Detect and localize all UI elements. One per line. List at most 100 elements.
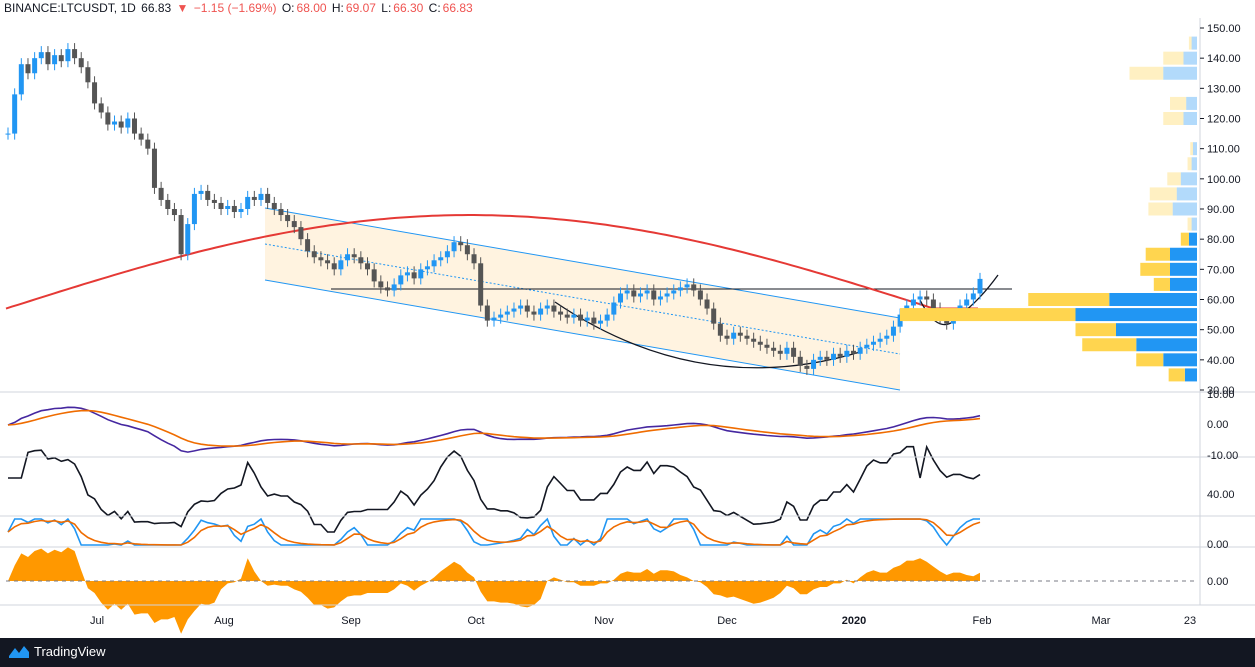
price-tick-label: 60.00 xyxy=(1207,295,1235,307)
candle xyxy=(551,299,557,318)
candle xyxy=(458,236,464,252)
axes: 150.00 140.00 130.00 120.00 110.00 100.00 90.0… xyxy=(0,18,1255,627)
candle-body xyxy=(178,215,184,255)
candle xyxy=(624,284,630,300)
price-tick-label: 90.00 xyxy=(1207,204,1235,216)
rsi-line xyxy=(8,444,981,533)
candle-body xyxy=(404,272,410,276)
volume-profile-down-bar xyxy=(1170,96,1187,110)
candle xyxy=(378,275,384,294)
candle xyxy=(757,335,763,351)
candle xyxy=(657,290,663,306)
macd-pane[interactable] xyxy=(7,406,981,453)
volume-profile-down-bar xyxy=(1149,187,1177,201)
close-label: C: xyxy=(428,1,441,15)
candle xyxy=(391,278,397,297)
candle xyxy=(751,332,757,348)
candle xyxy=(118,115,124,134)
candle xyxy=(178,209,184,261)
price-pane[interactable] xyxy=(5,36,1198,391)
candle xyxy=(112,115,118,131)
open-value: 68.00 xyxy=(296,1,327,15)
candle-body xyxy=(964,299,970,306)
candle xyxy=(744,329,750,345)
candle-body xyxy=(857,347,863,354)
candle-body xyxy=(305,239,311,252)
candle-body xyxy=(558,311,564,315)
volume-profile-down-bar xyxy=(1167,172,1181,186)
candle xyxy=(737,326,743,342)
candle xyxy=(38,46,44,65)
price-chart[interactable]: 150.00 140.00 130.00 120.00 110.00 100.00 90.0… xyxy=(0,0,1255,638)
candle-body xyxy=(18,64,24,95)
candle-body xyxy=(711,308,717,324)
candle xyxy=(764,338,770,354)
volume-profile-down-bar xyxy=(1075,323,1116,337)
candle-body xyxy=(211,199,217,203)
volume-profile-down-bar xyxy=(1187,217,1192,231)
macd-tick-label: 0.00 xyxy=(1207,419,1228,431)
candle xyxy=(697,284,703,306)
candle xyxy=(431,254,437,273)
momentum-area xyxy=(8,547,980,634)
candle-body xyxy=(491,317,497,321)
candle-body xyxy=(564,314,570,318)
candle xyxy=(884,329,890,345)
candle xyxy=(125,112,131,134)
volume-profile-down-bar xyxy=(1163,112,1184,125)
candle xyxy=(571,308,577,324)
candle xyxy=(205,184,211,206)
candle-body xyxy=(384,287,390,291)
candle xyxy=(917,290,923,306)
candle xyxy=(478,257,484,312)
candle xyxy=(811,353,817,375)
candle xyxy=(518,299,524,315)
candle xyxy=(544,299,550,315)
candle-body xyxy=(58,55,64,62)
candle xyxy=(831,347,837,366)
channel-lower-line xyxy=(264,279,901,391)
candle-body xyxy=(92,82,98,104)
symbol-label[interactable]: BINANCE:LTCUSDT, 1D xyxy=(4,1,136,15)
candle xyxy=(817,350,823,366)
candle-body xyxy=(85,67,91,83)
candle-body xyxy=(278,209,284,216)
candle xyxy=(771,341,777,357)
candle xyxy=(877,332,883,348)
rsi-pane[interactable] xyxy=(8,444,981,533)
candle-body xyxy=(784,347,790,354)
momentum-pane[interactable] xyxy=(6,547,1196,634)
candle xyxy=(691,278,697,297)
candle-body xyxy=(251,196,257,200)
candle-body xyxy=(391,284,397,291)
candle-body xyxy=(910,299,916,306)
candle-body xyxy=(451,242,457,252)
stoch-pane[interactable] xyxy=(7,517,981,547)
candle xyxy=(578,308,584,327)
candle-body xyxy=(671,290,677,294)
candle-body xyxy=(378,281,384,288)
candle-body xyxy=(231,205,237,213)
candle-body xyxy=(38,52,44,59)
high-label: H: xyxy=(331,1,344,15)
candle-body xyxy=(365,263,371,270)
candle xyxy=(857,341,863,360)
candle xyxy=(32,52,38,80)
volume-profile-up-bar xyxy=(1184,368,1197,382)
channel-upper-line xyxy=(264,207,901,319)
candle-body xyxy=(185,224,191,255)
candle-body xyxy=(771,347,777,351)
candle xyxy=(218,196,224,216)
candle xyxy=(471,248,477,270)
low-label: L: xyxy=(381,1,392,15)
candle xyxy=(92,76,98,110)
volume-profile-down-bar xyxy=(1136,353,1164,367)
candle-body xyxy=(637,293,643,297)
candle xyxy=(777,344,783,360)
candle xyxy=(464,239,470,261)
candle-body xyxy=(591,317,597,324)
candle-body xyxy=(791,347,797,357)
brand-label[interactable]: TradingView xyxy=(34,644,106,659)
candle-body xyxy=(717,323,723,336)
candle-body xyxy=(318,257,324,261)
